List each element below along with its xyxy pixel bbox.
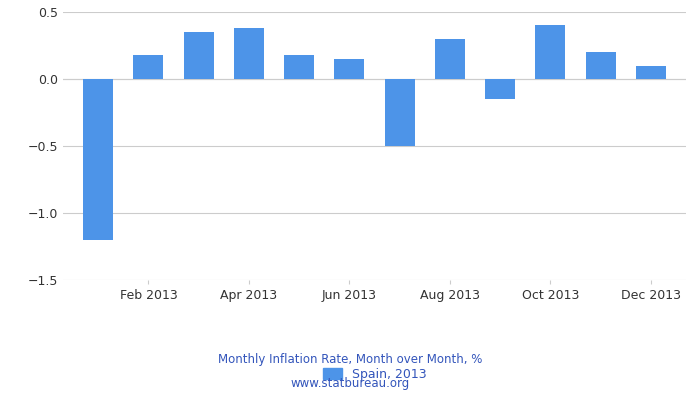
Bar (83, 79, 113, 240)
Text: www.statbureau.org: www.statbureau.org (290, 378, 410, 390)
Bar (234, 28, 264, 79)
Legend: Spain, 2013: Spain, 2013 (316, 361, 433, 387)
Bar (585, 52, 616, 79)
Bar (284, 55, 314, 79)
Bar (183, 32, 214, 79)
Bar (435, 39, 465, 79)
Bar (335, 59, 365, 79)
Text: Monthly Inflation Rate, Month over Month, %: Monthly Inflation Rate, Month over Month… (218, 354, 482, 366)
Bar (636, 66, 666, 79)
Bar (384, 79, 414, 146)
Bar (133, 55, 164, 79)
Bar (485, 79, 515, 99)
Bar (536, 25, 566, 79)
